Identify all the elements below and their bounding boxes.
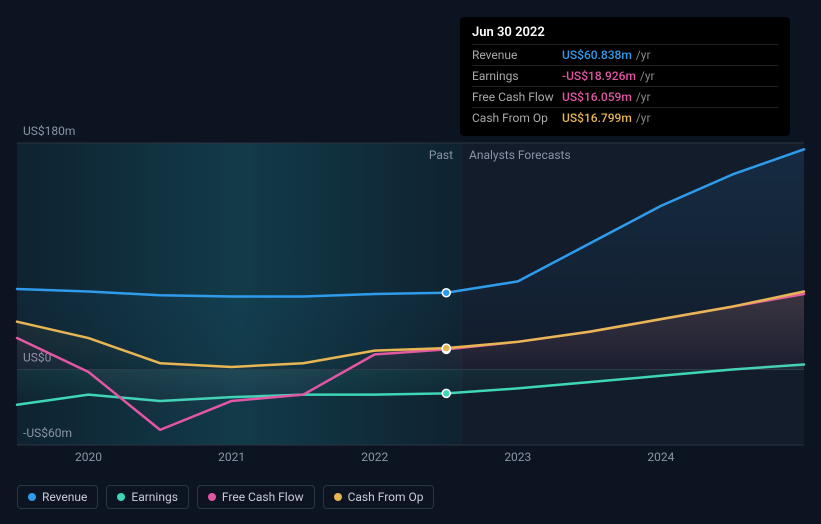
tooltip-row-unit: /yr xyxy=(636,90,651,104)
past-label: Past xyxy=(429,148,453,162)
tooltip-row: Earnings-US$18.926m/yr xyxy=(472,65,778,86)
x-axis-label: 2020 xyxy=(75,450,102,464)
tooltip-row-unit: /yr xyxy=(636,48,651,62)
chart-legend: Revenue Earnings Free Cash Flow Cash From O… xyxy=(17,485,434,509)
tooltip-row-value: -US$18.926m xyxy=(562,69,636,83)
legend-dot-icon xyxy=(28,493,36,501)
tooltip-row: Cash From OpUS$16.799m/yr xyxy=(472,107,778,128)
legend-item-earnings[interactable]: Earnings xyxy=(106,485,189,509)
tooltip-row-value: US$60.838m xyxy=(562,48,632,62)
marker-earnings xyxy=(442,389,450,397)
financials-chart: US$180mUS$0-US$60m20202021202220232024Pa… xyxy=(0,0,821,524)
legend-dot-icon xyxy=(208,493,216,501)
marker-cash_from_op xyxy=(442,344,450,352)
tooltip-row-unit: /yr xyxy=(640,69,655,83)
tooltip-row-label: Earnings xyxy=(472,69,562,83)
x-axis-label: 2024 xyxy=(647,450,674,464)
tooltip-row-value: US$16.059m xyxy=(562,90,632,104)
tooltip-row: Free Cash FlowUS$16.059m/yr xyxy=(472,86,778,107)
forecast-label: Analysts Forecasts xyxy=(469,148,571,162)
legend-item-label: Revenue xyxy=(42,490,87,504)
tooltip-row-value: US$16.799m xyxy=(562,111,632,125)
legend-dot-icon xyxy=(117,493,125,501)
tooltip-date: Jun 30 2022 xyxy=(472,25,778,40)
legend-item-label: Earnings xyxy=(131,490,178,504)
x-axis-label: 2022 xyxy=(361,450,388,464)
y-axis-label: US$180m xyxy=(23,124,75,138)
legend-item-label: Cash From Op xyxy=(348,490,424,504)
x-axis-label: 2023 xyxy=(504,450,531,464)
y-axis-label: -US$60m xyxy=(23,426,72,440)
legend-item-free-cash-flow[interactable]: Free Cash Flow xyxy=(197,485,315,509)
legend-item-revenue[interactable]: Revenue xyxy=(17,485,98,509)
chart-tooltip: Jun 30 2022 RevenueUS$60.838m/yrEarnings… xyxy=(460,17,790,136)
x-axis-label: 2021 xyxy=(218,450,245,464)
tooltip-row-unit: /yr xyxy=(636,111,651,125)
legend-dot-icon xyxy=(334,493,342,501)
legend-item-cash-from-op[interactable]: Cash From Op xyxy=(323,485,435,509)
tooltip-row-label: Revenue xyxy=(472,48,562,62)
tooltip-row-label: Cash From Op xyxy=(472,111,562,125)
tooltip-row-label: Free Cash Flow xyxy=(472,90,562,104)
marker-revenue xyxy=(442,289,450,297)
legend-item-label: Free Cash Flow xyxy=(222,490,304,504)
tooltip-row: RevenueUS$60.838m/yr xyxy=(472,44,778,65)
